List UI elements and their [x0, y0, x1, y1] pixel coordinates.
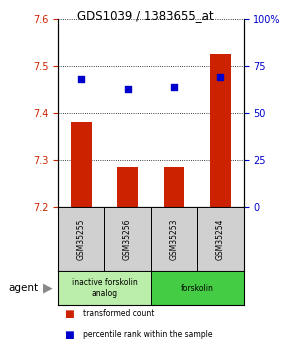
Bar: [104, 207, 151, 271]
Bar: [58, 207, 104, 271]
Bar: [58, 271, 151, 305]
Text: transformed count: transformed count: [83, 309, 154, 318]
Text: percentile rank within the sample: percentile rank within the sample: [83, 330, 212, 339]
Point: [125, 86, 130, 91]
Point: [218, 75, 223, 80]
Bar: [151, 207, 197, 271]
Bar: [117, 167, 138, 207]
Text: GSM35254: GSM35254: [216, 218, 225, 260]
Text: ■: ■: [64, 309, 74, 319]
Text: agent: agent: [9, 283, 39, 293]
Bar: [210, 54, 231, 207]
Bar: [71, 122, 92, 207]
Text: GSM35253: GSM35253: [169, 218, 179, 260]
Bar: [197, 207, 244, 271]
Text: ■: ■: [64, 330, 74, 339]
Text: ▶: ▶: [43, 282, 52, 295]
Text: forskolin: forskolin: [181, 284, 214, 293]
Bar: [151, 271, 244, 305]
Text: GSM35255: GSM35255: [77, 218, 86, 260]
Point: [172, 84, 176, 89]
Point: [79, 76, 84, 82]
Bar: [164, 167, 184, 207]
Text: GDS1039 / 1383655_at: GDS1039 / 1383655_at: [77, 9, 213, 22]
Text: GSM35256: GSM35256: [123, 218, 132, 260]
Text: inactive forskolin
analog: inactive forskolin analog: [72, 278, 137, 298]
